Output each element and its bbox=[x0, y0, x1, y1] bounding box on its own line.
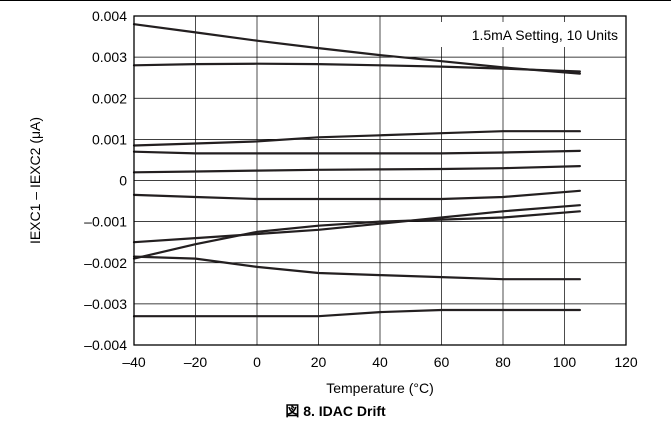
series-line-6 bbox=[132, 189, 582, 201]
series-layer bbox=[132, 23, 582, 318]
legend-text: 1.5mA Setting, 10 Units bbox=[472, 27, 618, 43]
y-tick-label: –0.004 bbox=[84, 337, 127, 353]
idac-drift-chart: 1.5mA Setting, 10 Units –40 –20 0 20 40 60 80 1… bbox=[27, 8, 638, 396]
x-tick-label: –40 bbox=[122, 354, 146, 370]
y-tick-label: 0.001 bbox=[92, 131, 127, 147]
series-line-7 bbox=[132, 204, 582, 244]
x-tick-label: –20 bbox=[184, 354, 208, 370]
x-axis-label: Temperature (°C) bbox=[326, 380, 434, 396]
x-tick-labels: –40 –20 0 20 40 60 80 100 120 bbox=[122, 354, 638, 370]
y-tick-label: 0.002 bbox=[92, 90, 127, 106]
y-tick-label: 0 bbox=[119, 173, 127, 189]
legend-box bbox=[412, 22, 624, 47]
x-tick-label: 100 bbox=[553, 354, 577, 370]
x-tick-label: 20 bbox=[311, 354, 327, 370]
series-line-8 bbox=[132, 210, 582, 260]
series-line-4 bbox=[132, 149, 582, 155]
series-line-9 bbox=[132, 255, 582, 281]
series-line-5 bbox=[132, 165, 582, 174]
figure-caption: 図 8. IDAC Drift bbox=[285, 403, 386, 419]
x-tick-label: 60 bbox=[434, 354, 450, 370]
x-tick-label: 80 bbox=[495, 354, 511, 370]
x-tick-label: 120 bbox=[614, 354, 638, 370]
x-tick-label: 0 bbox=[253, 354, 261, 370]
series-line-3 bbox=[132, 130, 582, 147]
y-tick-labels: 0.004 0.003 0.002 0.001 0 –0.001 –0.002 –0.003 –… bbox=[84, 8, 127, 353]
y-tick-label: 0.004 bbox=[92, 8, 127, 24]
series-line-2 bbox=[132, 62, 582, 73]
plot-frame bbox=[133, 15, 627, 346]
top-rule bbox=[0, 0, 671, 1]
series-line-10 bbox=[132, 308, 582, 318]
y-tick-label: –0.003 bbox=[84, 296, 127, 312]
series-line-1 bbox=[132, 23, 582, 75]
y-tick-label: 0.003 bbox=[92, 49, 127, 65]
y-axis-label: IEXC1 – IEXC2 (μA) bbox=[27, 117, 43, 244]
grid bbox=[134, 16, 626, 345]
x-tick-label: 40 bbox=[372, 354, 388, 370]
y-tick-label: –0.001 bbox=[84, 214, 127, 230]
y-tick-label: –0.002 bbox=[84, 255, 127, 271]
